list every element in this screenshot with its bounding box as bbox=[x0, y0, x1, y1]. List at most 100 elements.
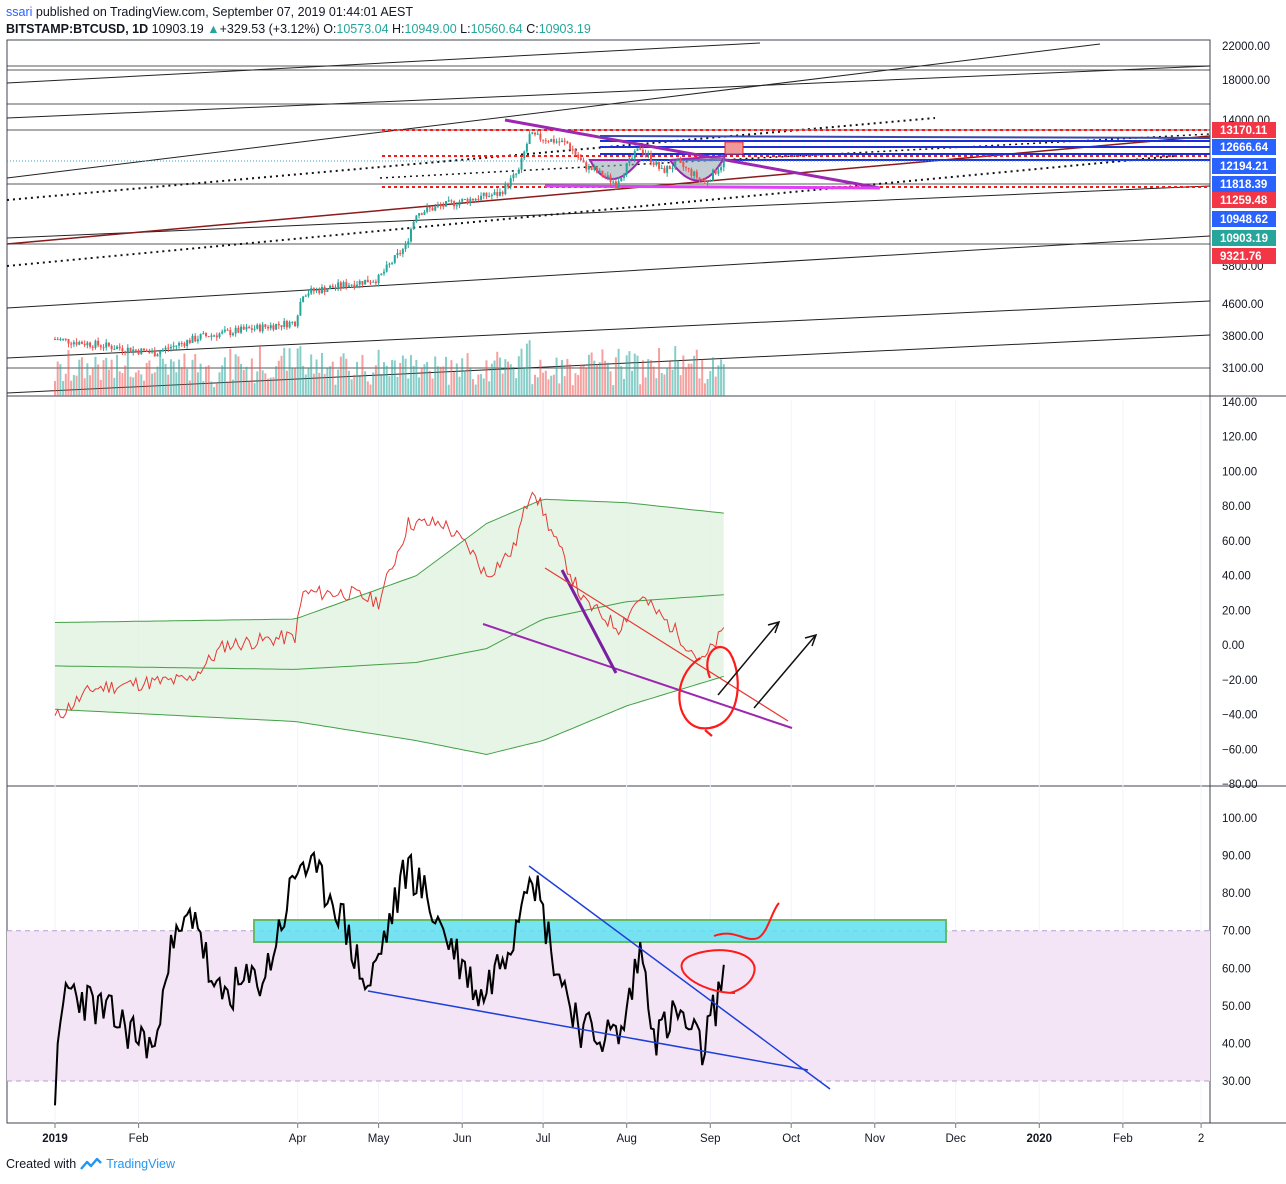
candle-body bbox=[188, 340, 191, 343]
candle-body bbox=[647, 153, 650, 155]
author-link[interactable]: ssari bbox=[6, 5, 33, 19]
candle-body bbox=[331, 285, 334, 288]
candle-body bbox=[396, 252, 399, 256]
candle-body bbox=[393, 255, 396, 263]
price-badge-label: 12194.21 bbox=[1220, 161, 1269, 173]
volume-bar bbox=[374, 365, 377, 396]
candle-body bbox=[169, 347, 172, 349]
candle-body bbox=[97, 340, 100, 346]
change-value: +329.53 (+3.12%) bbox=[219, 22, 320, 36]
volume-bar bbox=[426, 361, 429, 396]
volume-bar bbox=[466, 353, 469, 396]
candle-body bbox=[407, 241, 410, 244]
price-scale-badge[interactable]: 12666.64 bbox=[1212, 139, 1276, 155]
candle-body bbox=[423, 211, 426, 215]
symbol-label[interactable]: BITSTAMP:BTCUSD, 1D bbox=[6, 22, 149, 36]
volume-bar bbox=[331, 361, 334, 396]
candle-body bbox=[361, 281, 364, 285]
candle-body bbox=[116, 346, 119, 350]
candle-body bbox=[62, 338, 65, 340]
candle-body bbox=[366, 279, 369, 283]
price-panel[interactable] bbox=[6, 42, 1211, 396]
candle-body bbox=[180, 342, 183, 344]
candle-body bbox=[679, 159, 682, 163]
tradingview-brand-link[interactable]: TradingView bbox=[106, 1157, 175, 1171]
volume-bar bbox=[102, 360, 105, 396]
oscillator-panel[interactable] bbox=[54, 491, 818, 756]
volume-bar bbox=[126, 352, 129, 396]
candle-body bbox=[307, 293, 310, 296]
ohlc-line: BITSTAMP:BTCUSD, 1D 10903.19 ▲+329.53 (+… bbox=[6, 21, 591, 38]
rsi-panel[interactable] bbox=[7, 850, 1210, 1106]
osc-tick-label: 120.00 bbox=[1222, 432, 1257, 444]
price-axes[interactable]: 22000.0018000.0014000.005800.004600.0038… bbox=[1212, 41, 1276, 1088]
volume-bar bbox=[706, 378, 709, 396]
candle-body bbox=[145, 350, 148, 352]
publish-line: ssari published on TradingView.com, Sept… bbox=[6, 4, 591, 21]
time-axis[interactable]: 2019 Feb Apr May Jun Jul Aug Sep Oct Nov Dec 2020 Fe… bbox=[42, 1123, 1204, 1145]
candle-body bbox=[507, 183, 510, 187]
candle-body bbox=[99, 345, 102, 348]
price-scale-badge[interactable]: 13170.11 bbox=[1212, 122, 1276, 138]
volume-bar bbox=[221, 365, 224, 396]
candle-body bbox=[477, 198, 480, 200]
volume-bar bbox=[609, 371, 612, 396]
volume-bar bbox=[339, 356, 342, 396]
candle-body bbox=[701, 178, 704, 181]
candle-body bbox=[504, 183, 507, 195]
volume-bar bbox=[237, 356, 240, 396]
channel-line bbox=[6, 42, 761, 84]
volume-bar bbox=[544, 370, 547, 396]
candle-body bbox=[291, 321, 294, 323]
candle-body bbox=[636, 148, 639, 151]
candle-body bbox=[110, 345, 113, 350]
volume-bar bbox=[485, 360, 488, 396]
volume-bar bbox=[342, 353, 345, 396]
volume-bar bbox=[59, 364, 62, 396]
price-scale-badge[interactable]: 12194.21 bbox=[1212, 158, 1276, 174]
volume-bar bbox=[113, 377, 116, 396]
candle-body bbox=[401, 249, 404, 254]
candle-body bbox=[269, 325, 272, 329]
candle-body bbox=[517, 169, 520, 174]
time-tick-label: Feb bbox=[1113, 1133, 1133, 1145]
candle-body bbox=[496, 192, 499, 196]
volume-bar bbox=[636, 355, 639, 396]
candle-body bbox=[391, 262, 394, 264]
candle-body bbox=[617, 181, 620, 187]
candle-body bbox=[121, 348, 124, 352]
volume-bar bbox=[256, 371, 259, 396]
volume-bar bbox=[415, 359, 418, 396]
candle-body bbox=[347, 285, 350, 288]
tradingview-logo-icon bbox=[80, 1157, 103, 1170]
dotted-trendline bbox=[6, 155, 1176, 267]
candle-body bbox=[711, 169, 714, 181]
volume-bar bbox=[455, 363, 458, 396]
candle-body bbox=[312, 288, 315, 292]
volume-bar bbox=[207, 365, 210, 396]
price-scale-badge[interactable]: 11259.48 bbox=[1212, 192, 1276, 208]
chart-canvas[interactable]: 2019 Feb Apr May Jun Jul Aug Sep Oct Nov Dec 2020 Fe… bbox=[0, 38, 1286, 1148]
price-scale-badge[interactable]: 9321.76 bbox=[1212, 248, 1276, 264]
candle-body bbox=[720, 167, 723, 171]
volume-bar bbox=[676, 360, 679, 396]
volume-bar bbox=[191, 359, 194, 396]
price-scale-badge[interactable]: 11818.39 bbox=[1212, 176, 1276, 192]
candle-body bbox=[706, 181, 709, 183]
price-scale-badge[interactable]: 10903.19 bbox=[1212, 230, 1276, 246]
candle-body bbox=[436, 205, 439, 207]
red-circle-annotation bbox=[680, 949, 756, 994]
volume-bar bbox=[78, 359, 81, 396]
candle-body bbox=[415, 215, 418, 222]
volume-bar bbox=[552, 374, 555, 396]
time-tick-label: Feb bbox=[129, 1133, 149, 1145]
volume-bar bbox=[512, 367, 515, 396]
volume-bar bbox=[140, 374, 143, 396]
time-tick-label: Apr bbox=[289, 1133, 307, 1145]
channel-line bbox=[6, 65, 1211, 119]
candle-body bbox=[339, 282, 342, 288]
volume-bar bbox=[391, 360, 394, 396]
volume-bar bbox=[652, 366, 655, 396]
price-scale-badge[interactable]: 10948.62 bbox=[1212, 211, 1276, 227]
volume-bar bbox=[80, 357, 83, 396]
